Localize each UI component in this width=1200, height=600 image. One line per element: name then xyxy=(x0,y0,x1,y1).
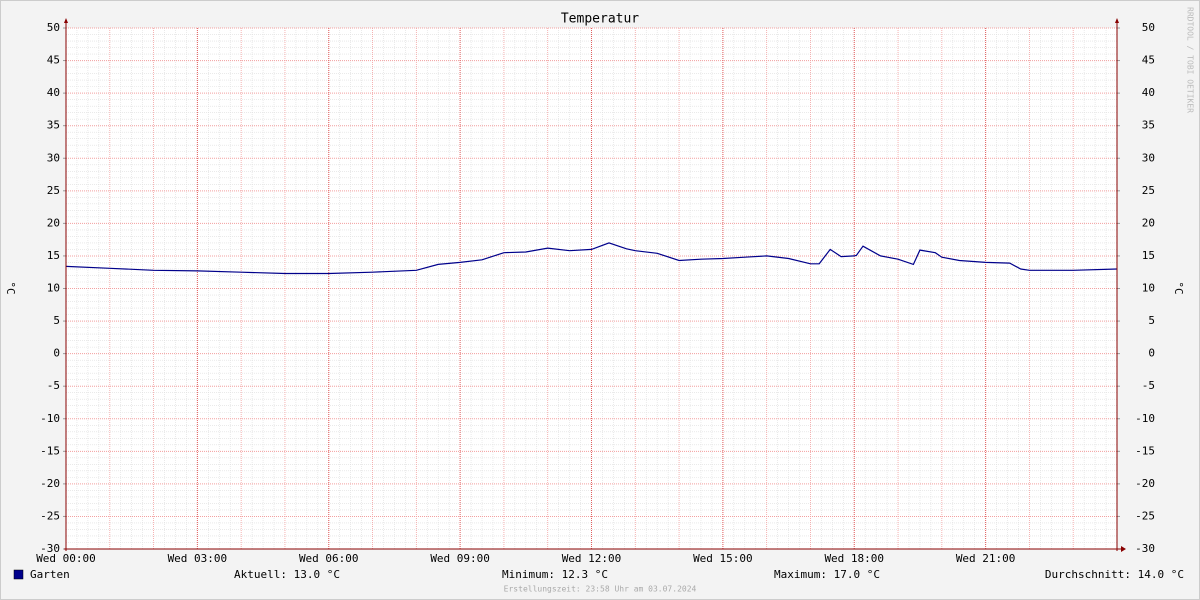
y2-tick-label: 50 xyxy=(1142,21,1155,34)
y2-tick-label: 45 xyxy=(1142,54,1155,67)
y-tick-label: 0 xyxy=(53,347,60,360)
y-tick-label: 35 xyxy=(47,119,60,132)
y-tick-label: -30 xyxy=(40,542,60,555)
x-tick-label: Wed 09:00 xyxy=(430,552,490,565)
y-tick-label: 50 xyxy=(47,21,60,34)
y-tick-label: -20 xyxy=(40,477,60,490)
x-tick-label: Wed 03:00 xyxy=(168,552,228,565)
y-tick-label: 25 xyxy=(47,184,60,197)
x-tick-label: Wed 06:00 xyxy=(299,552,359,565)
y-tick-label: 20 xyxy=(47,216,60,229)
y-tick-label: -25 xyxy=(40,509,60,522)
x-tick-label: Wed 18:00 xyxy=(824,552,884,565)
y-tick-label: 40 xyxy=(47,86,60,99)
stat: Aktuell: 13.0 °C xyxy=(234,568,340,581)
y-tick-label: -10 xyxy=(40,412,60,425)
y2-tick-label: 25 xyxy=(1142,184,1155,197)
y2-tick-label: 10 xyxy=(1142,282,1155,295)
y2-tick-label: 0 xyxy=(1148,347,1155,360)
y-axis-label: °C xyxy=(4,281,17,294)
stat: Minimum: 12.3 °C xyxy=(502,568,608,581)
x-tick-label: Wed 12:00 xyxy=(562,552,622,565)
y-tick-label: 5 xyxy=(53,314,60,327)
y2-tick-label: 15 xyxy=(1142,249,1155,262)
y2-tick-label: 20 xyxy=(1142,216,1155,229)
y-tick-label: 15 xyxy=(47,249,60,262)
legend-swatch xyxy=(13,569,24,580)
axis-arrow xyxy=(1115,18,1119,23)
y2-tick-label: -30 xyxy=(1135,542,1155,555)
x-tick-label: Wed 21:00 xyxy=(956,552,1016,565)
chart-title: Temperatur xyxy=(561,12,639,27)
y-tick-label: 10 xyxy=(47,282,60,295)
y-tick-label: -5 xyxy=(47,379,60,392)
y2-tick-label: -10 xyxy=(1135,412,1155,425)
y2-tick-label: -15 xyxy=(1135,444,1155,457)
legend-label: Garten xyxy=(30,568,70,581)
x-tick-label: Wed 00:00 xyxy=(36,552,96,565)
axis-arrow xyxy=(64,18,68,23)
footer: Erstellungszeit: 23:58 Uhr am 03.07.2024 xyxy=(504,585,697,594)
y2-axis-label: °C xyxy=(1172,281,1185,294)
x-tick-label: Wed 15:00 xyxy=(693,552,753,565)
y-tick-label: -15 xyxy=(40,444,60,457)
y-tick-label: 45 xyxy=(47,54,60,67)
watermark: RRDTOOL / TOBI OETIKER xyxy=(1186,7,1195,113)
stat: Maximum: 17.0 °C xyxy=(774,568,880,581)
y2-tick-label: -5 xyxy=(1142,379,1155,392)
y2-tick-label: 40 xyxy=(1142,86,1155,99)
axis-arrow xyxy=(1121,546,1126,552)
y2-tick-label: -20 xyxy=(1135,477,1155,490)
marks xyxy=(65,242,1118,275)
y2-tick-label: 30 xyxy=(1142,151,1155,164)
data-line xyxy=(65,242,1118,275)
y-tick-label: 30 xyxy=(47,151,60,164)
y2-tick-label: -25 xyxy=(1135,509,1155,522)
y2-tick-label: 5 xyxy=(1148,314,1155,327)
y2-tick-label: 35 xyxy=(1142,119,1155,132)
stat: Durchschnitt: 14.0 °C xyxy=(1045,568,1184,581)
